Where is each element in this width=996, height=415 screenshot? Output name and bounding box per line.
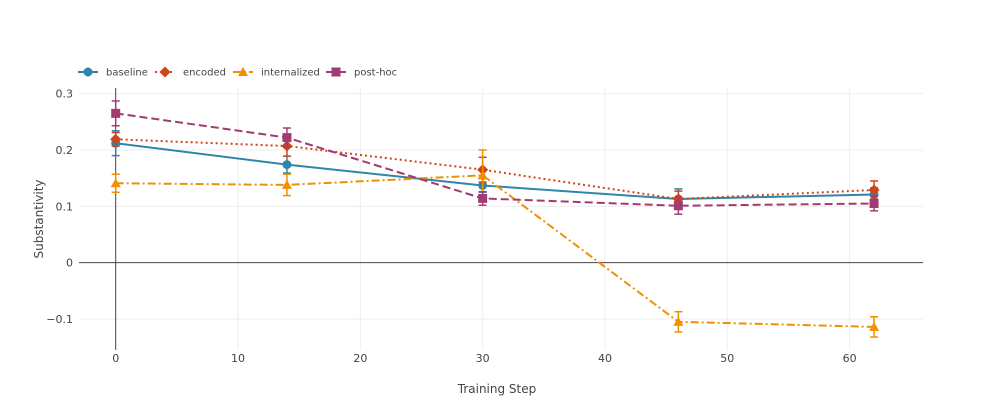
axes xyxy=(79,88,923,350)
legend-label: encoded xyxy=(183,68,226,79)
data-point xyxy=(477,170,488,180)
legend-marker xyxy=(238,67,248,76)
data-point xyxy=(110,133,122,145)
x-tick-label: 30 xyxy=(476,352,490,365)
y-tick-label: 0 xyxy=(66,257,73,270)
legend: baseline encoded internalized post-hoc xyxy=(78,66,397,79)
series-line xyxy=(115,112,875,207)
tick-labels: 0 10 20 30 40 50 60 −0.1 0 0.1 0.2 0.3 xyxy=(46,88,856,365)
data-point xyxy=(869,321,880,331)
x-tick-label: 10 xyxy=(231,352,245,365)
data-point xyxy=(868,184,880,196)
series-line xyxy=(115,174,875,328)
data-point xyxy=(478,193,488,203)
series-line xyxy=(115,138,875,201)
legend-label: post-hoc xyxy=(354,68,397,79)
series-layer xyxy=(110,100,880,338)
y-axis-title: Substantivity xyxy=(32,179,46,258)
legend-item-encoded: encoded xyxy=(155,66,226,79)
legend-item-post-hoc: post-hoc xyxy=(326,67,397,79)
legend-marker xyxy=(159,66,171,78)
y-tick-label: −0.1 xyxy=(46,313,73,326)
legend-label: internalized xyxy=(261,68,320,79)
x-axis-title: Training Step xyxy=(457,382,537,396)
series-post-hoc xyxy=(111,100,879,215)
series-baseline xyxy=(111,130,879,210)
y-tick-label: 0.1 xyxy=(56,200,74,213)
x-tick-label: 0 xyxy=(112,352,119,365)
legend-marker xyxy=(83,67,93,77)
data-point xyxy=(111,108,121,118)
legend-marker xyxy=(331,67,341,77)
legend-label: baseline xyxy=(106,68,148,79)
grid xyxy=(79,88,923,350)
data-point xyxy=(869,199,879,209)
x-tick-label: 20 xyxy=(353,352,367,365)
data-point xyxy=(282,133,292,143)
y-tick-label: 0.3 xyxy=(56,88,74,101)
data-point xyxy=(110,178,121,188)
y-tick-label: 0.2 xyxy=(56,144,74,157)
legend-item-internalized: internalized xyxy=(233,67,320,79)
data-point xyxy=(282,160,292,170)
series-internalized xyxy=(110,149,880,338)
x-tick-label: 40 xyxy=(598,352,612,365)
data-point xyxy=(673,316,684,326)
series-encoded xyxy=(110,131,880,208)
x-tick-label: 60 xyxy=(843,352,857,365)
x-tick-label: 50 xyxy=(720,352,734,365)
legend-item-baseline: baseline xyxy=(78,67,148,79)
data-point xyxy=(281,179,292,189)
data-point xyxy=(673,201,683,211)
